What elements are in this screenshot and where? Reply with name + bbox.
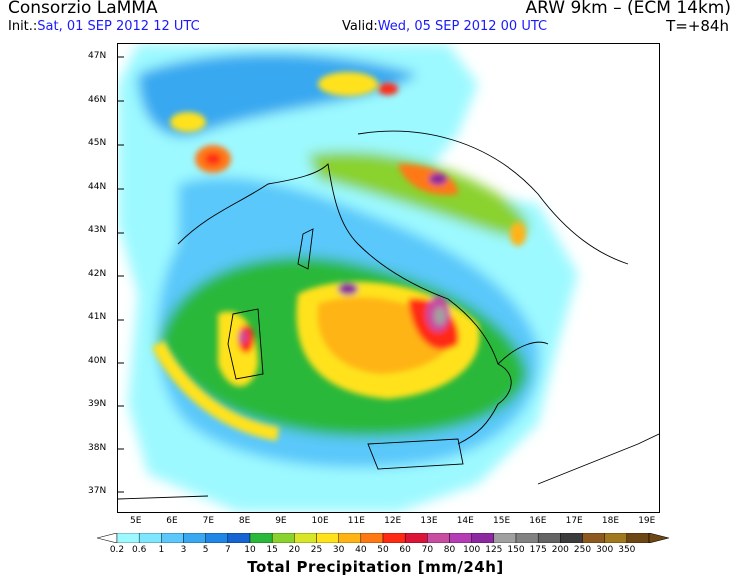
colorbar-swatch [493,533,517,543]
latitude-label: 47N [88,51,107,61]
colorbar-swatch [582,533,605,543]
precipitation-field [118,44,659,512]
colorbar-swatch [271,533,295,543]
longitude-label: 10E [311,516,329,526]
colorbar-swatch [294,533,317,543]
longitude-label: 6E [166,516,178,526]
longitude-label: 15E [493,516,511,526]
longitude-label: 19E [638,516,656,526]
colorbar-swatch [360,533,384,543]
latitude-label: 37N [88,486,107,496]
longitude-label: 17E [565,516,583,526]
colorbar-title: Total Precipitation [mm/24h] [247,558,504,576]
colorbar-swatch [338,533,362,543]
latitude-label: 39N [88,399,107,409]
institution-title: Consorzio LaMMA [8,0,158,18]
longitude-label: 16E [529,516,547,526]
latitude-label: 43N [88,225,107,235]
colorbar-swatch [249,533,273,543]
latitude-label: 46N [88,94,107,105]
colorbar-level-label: 0.2 [109,545,125,555]
colorbar-level-label: 50 [377,545,389,555]
colorbar-level-label: 1 [158,545,165,555]
colorbar-level-label: 80 [443,545,456,555]
latitude-label: 41N [88,312,107,322]
colorbar-level-label: 30 [332,545,345,555]
longitude-label: 5E [130,516,142,526]
colorbar-level-label: 40 [355,545,367,555]
colorbar-level-label: 150 [507,545,525,555]
precipitation-map [117,43,660,513]
colorbar-swatch [560,533,583,543]
colorbar-level-label: 70 [421,545,434,555]
colorbar-swatch [116,533,140,543]
colorbar-level-label: 7 [224,545,231,555]
colorbar-level-label: 250 [573,545,592,555]
colorbar-level-label: 60 [399,545,411,555]
colorbar-level-label: 5 [202,545,209,555]
colorbar-swatch [427,533,450,543]
latitude-label: 44N [88,181,107,192]
longitude-label: 8E [238,516,251,526]
longitude-label: 18E [601,516,620,526]
colorbar-swatch [316,533,339,543]
valid-value: Wed, 05 SEP 2012 00 UTC [377,19,548,34]
colorbar-level-label: 0.6 [131,545,147,555]
colorbar-swatch [471,533,495,543]
colorbar-swatch [227,533,251,543]
colorbar-swatch [537,533,561,543]
latitude-label: 45N [88,138,107,148]
coastline-outlines [118,130,659,500]
colorbar-level-label: 15 [266,545,278,555]
colorbar-left-arrow [97,533,118,543]
colorbar-level-label: 100 [463,545,481,555]
init-time: Init.:Sat, 01 SEP 2012 12 UTC [8,19,200,34]
colorbar-right-arrow [648,533,669,543]
init-label: Init.: [8,19,38,34]
colorbar-level-label: 200 [551,545,569,555]
colorbar-swatch [382,533,406,543]
colorbar-swatch [626,533,650,543]
longitude-label: 14E [456,516,474,526]
colorbar-level-label: 10 [244,545,256,555]
colorbar-level-label: 350 [618,545,636,555]
precipitation-colorbar [97,533,669,543]
longitude-label: 11E [347,516,365,526]
colorbar-swatch [404,533,428,543]
colorbar-level-label: 20 [288,545,301,555]
colorbar-level-label: 300 [596,545,614,555]
colorbar-swatch [138,533,162,543]
colorbar-swatch [515,533,539,543]
latitude-label: 40N [88,355,107,366]
colorbar-swatch [183,533,206,543]
colorbar-level-label: 3 [180,545,187,555]
forecast-hour: T=+84h [666,17,729,35]
longitude-label: 7E [202,516,215,526]
init-value: Sat, 01 SEP 2012 12 UTC [37,19,200,34]
colorbar-swatch [205,533,229,543]
colorbar-swatch [161,533,184,543]
latitude-label: 38N [88,442,107,453]
latitude-label: 42N [88,268,107,279]
valid-time: Valid:Wed, 05 SEP 2012 00 UTC [342,19,547,34]
valid-label: Valid: [342,19,378,34]
longitude-label: 13E [420,516,438,526]
colorbar-swatch [604,533,628,543]
colorbar-level-label: 25 [310,545,323,555]
longitude-label: 12E [384,516,402,526]
colorbar-swatch [449,533,472,543]
colorbar-level-label: 175 [529,545,547,555]
longitude-label: 9E [275,516,287,526]
model-title: ARW 9km – (ECM 14km) [525,0,731,18]
colorbar-level-label: 125 [485,545,503,555]
